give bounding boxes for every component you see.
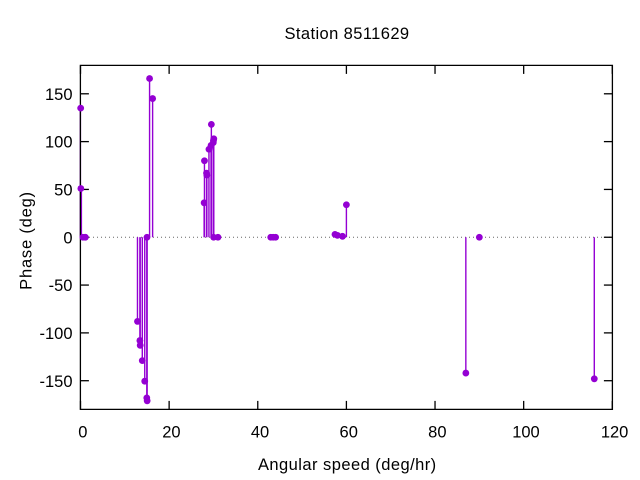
svg-text:-150: -150 bbox=[39, 373, 72, 391]
svg-text:150: 150 bbox=[45, 86, 73, 104]
svg-text:Angular speed (deg/hr): Angular speed (deg/hr) bbox=[258, 456, 437, 474]
svg-text:100: 100 bbox=[512, 424, 540, 442]
svg-text:100: 100 bbox=[45, 134, 73, 152]
svg-text:120: 120 bbox=[601, 424, 629, 442]
svg-text:40: 40 bbox=[251, 424, 269, 442]
svg-text:-100: -100 bbox=[39, 325, 72, 343]
svg-text:20: 20 bbox=[162, 424, 180, 442]
svg-text:60: 60 bbox=[340, 424, 358, 442]
svg-text:0: 0 bbox=[78, 424, 87, 442]
svg-text:80: 80 bbox=[428, 424, 446, 442]
svg-text:0: 0 bbox=[63, 229, 72, 247]
svg-text:Phase (deg): Phase (deg) bbox=[18, 191, 36, 290]
svg-text:-50: -50 bbox=[49, 277, 73, 295]
svg-text:50: 50 bbox=[54, 182, 72, 200]
svg-text:Station 8511629: Station 8511629 bbox=[285, 25, 410, 43]
